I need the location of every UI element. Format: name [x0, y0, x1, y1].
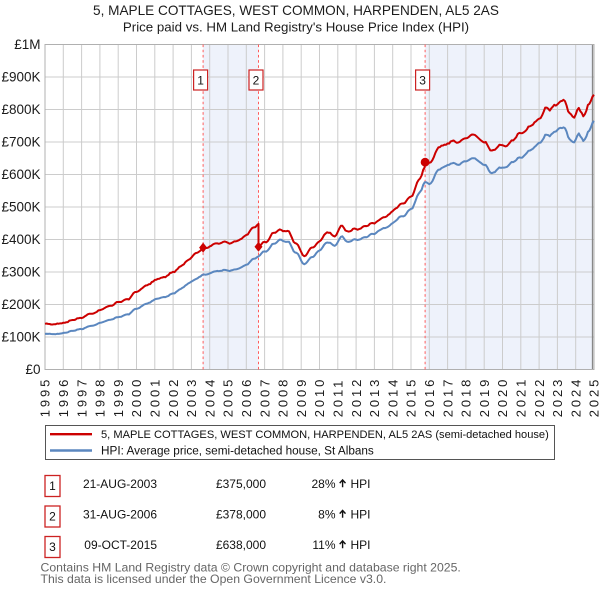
svg-text:2009: 2009 [294, 377, 309, 418]
svg-text:2004: 2004 [202, 377, 217, 418]
svg-text:2001: 2001 [148, 377, 163, 418]
svg-text:2008: 2008 [276, 377, 291, 418]
svg-text:1997: 1997 [74, 377, 89, 418]
svg-text:2007: 2007 [257, 377, 272, 418]
svg-text:Contains HM Land Registry data: Contains HM Land Registry data © Crown c… [41, 561, 461, 575]
svg-text:2003: 2003 [184, 377, 199, 418]
svg-text:HPI: HPI [351, 477, 371, 491]
svg-text:HPI: Average price, semi-detac: HPI: Average price, semi-detached house,… [101, 445, 374, 458]
svg-text:2019: 2019 [477, 377, 492, 418]
svg-text:£200K: £200K [1, 297, 40, 312]
svg-text:8%: 8% [318, 508, 336, 522]
svg-text:Price paid vs. HM Land Registr: Price paid vs. HM Land Registry's House … [123, 20, 469, 35]
svg-text:£1M: £1M [14, 37, 40, 52]
svg-text:2023: 2023 [550, 377, 565, 418]
svg-text:2020: 2020 [495, 377, 510, 418]
svg-text:£500K: £500K [1, 200, 40, 215]
svg-text:2012: 2012 [349, 377, 364, 418]
svg-text:2025: 2025 [587, 377, 600, 418]
svg-text:11%: 11% [312, 538, 335, 552]
svg-text:5, MAPLE COTTAGES, WEST COMMON: 5, MAPLE COTTAGES, WEST COMMON, HARPENDE… [101, 429, 549, 441]
svg-text:09-OCT-2015: 09-OCT-2015 [84, 538, 157, 552]
svg-text:2018: 2018 [459, 377, 474, 418]
svg-text:2002: 2002 [166, 377, 181, 418]
svg-text:£0: £0 [25, 362, 40, 377]
svg-text:21-AUG-2003: 21-AUG-2003 [83, 477, 157, 491]
svg-text:2016: 2016 [422, 377, 437, 418]
svg-text:£375,000: £375,000 [216, 477, 266, 491]
svg-text:£638,000: £638,000 [216, 538, 266, 552]
svg-text:28%: 28% [311, 477, 335, 491]
svg-text:HPI: HPI [351, 538, 371, 552]
svg-text:2021: 2021 [514, 377, 529, 418]
svg-text:31-AUG-2006: 31-AUG-2006 [83, 508, 157, 522]
svg-text:2022: 2022 [532, 377, 547, 418]
svg-text:1999: 1999 [111, 377, 126, 418]
svg-text:1995: 1995 [38, 377, 53, 418]
svg-text:HPI: HPI [351, 508, 371, 522]
svg-text:2: 2 [49, 510, 56, 524]
svg-text:£900K: £900K [1, 70, 40, 85]
svg-text:£600K: £600K [1, 167, 40, 182]
svg-text:2005: 2005 [221, 377, 236, 418]
svg-text:2006: 2006 [239, 377, 254, 418]
svg-text:1996: 1996 [56, 377, 71, 418]
svg-text:2010: 2010 [312, 377, 327, 418]
svg-text:2015: 2015 [404, 377, 419, 418]
svg-text:£300K: £300K [1, 265, 40, 280]
svg-text:£700K: £700K [1, 135, 40, 150]
svg-text:2024: 2024 [568, 377, 583, 418]
svg-text:3: 3 [419, 74, 426, 88]
svg-text:3: 3 [49, 540, 56, 554]
svg-text:£400K: £400K [1, 232, 40, 247]
svg-text:2000: 2000 [129, 377, 144, 418]
svg-text:£100K: £100K [1, 330, 40, 345]
svg-text:This data is licensed under th: This data is licensed under the Open Gov… [41, 572, 387, 586]
svg-text:1998: 1998 [93, 377, 108, 418]
svg-text:£378,000: £378,000 [216, 508, 266, 522]
svg-text:1: 1 [49, 479, 56, 493]
svg-text:2014: 2014 [385, 377, 400, 418]
svg-text:2013: 2013 [367, 377, 382, 418]
svg-text:2: 2 [253, 74, 260, 88]
svg-text:5, MAPLE COTTAGES, WEST COMMON: 5, MAPLE COTTAGES, WEST COMMON, HARPENDE… [93, 3, 499, 18]
svg-text:1: 1 [197, 74, 204, 88]
svg-text:£800K: £800K [1, 102, 40, 117]
svg-text:2011: 2011 [331, 378, 346, 418]
svg-text:2017: 2017 [440, 377, 455, 418]
